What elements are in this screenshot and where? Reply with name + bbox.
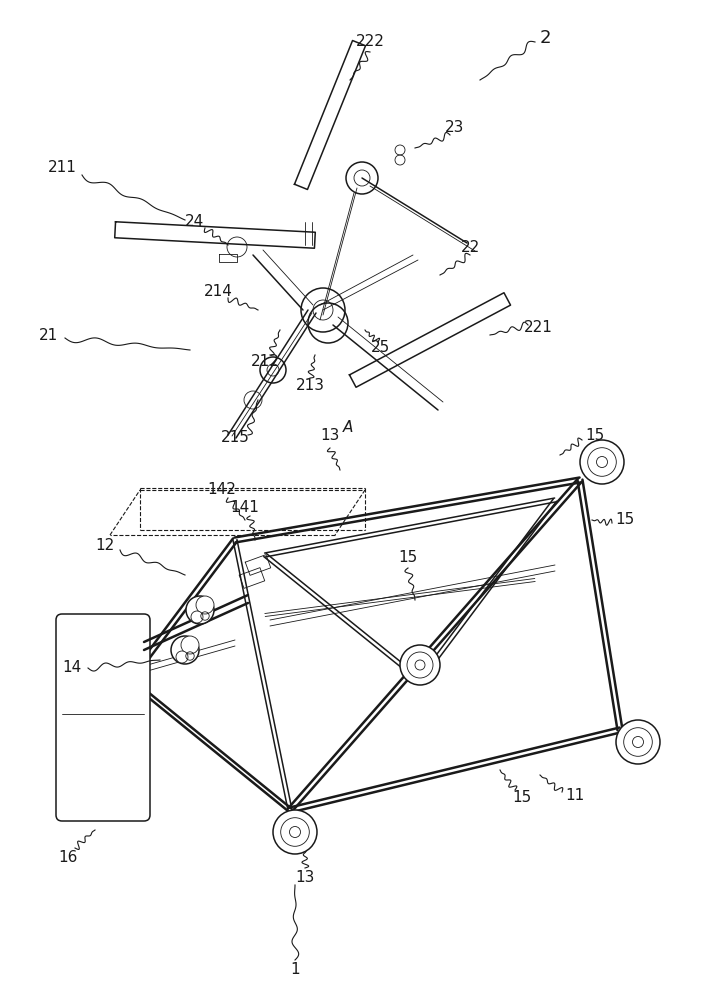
Text: 213: 213 bbox=[296, 377, 324, 392]
Text: 23: 23 bbox=[445, 120, 465, 135]
FancyBboxPatch shape bbox=[56, 614, 150, 821]
Circle shape bbox=[171, 636, 199, 664]
Text: 214: 214 bbox=[203, 284, 232, 300]
Circle shape bbox=[273, 810, 317, 854]
Text: 12: 12 bbox=[95, 538, 114, 552]
Circle shape bbox=[186, 596, 214, 624]
Text: 15: 15 bbox=[398, 550, 417, 566]
Text: 221: 221 bbox=[523, 320, 552, 336]
Circle shape bbox=[400, 645, 440, 685]
Text: 142: 142 bbox=[208, 483, 237, 497]
Text: 212: 212 bbox=[250, 355, 279, 369]
Text: 15: 15 bbox=[585, 428, 604, 442]
Text: 16: 16 bbox=[58, 850, 77, 865]
Circle shape bbox=[196, 596, 214, 614]
Text: 1: 1 bbox=[290, 962, 300, 978]
Text: 222: 222 bbox=[356, 34, 385, 49]
Circle shape bbox=[415, 660, 425, 670]
Circle shape bbox=[616, 720, 660, 764]
Text: 24: 24 bbox=[186, 215, 205, 230]
Text: 215: 215 bbox=[220, 430, 250, 446]
Text: 141: 141 bbox=[230, 500, 260, 516]
Text: 2: 2 bbox=[539, 29, 551, 47]
Circle shape bbox=[289, 826, 301, 838]
Text: A: A bbox=[343, 420, 353, 436]
Text: 13: 13 bbox=[321, 428, 340, 442]
Text: 15: 15 bbox=[616, 512, 635, 528]
Text: 21: 21 bbox=[38, 328, 58, 342]
Circle shape bbox=[633, 736, 643, 748]
Circle shape bbox=[181, 636, 199, 654]
Text: 11: 11 bbox=[565, 788, 584, 802]
Circle shape bbox=[176, 651, 188, 663]
Text: 14: 14 bbox=[63, 660, 82, 676]
Text: 22: 22 bbox=[461, 240, 480, 255]
Text: 13: 13 bbox=[295, 870, 315, 886]
Circle shape bbox=[580, 440, 624, 484]
Text: 211: 211 bbox=[48, 160, 77, 176]
Circle shape bbox=[191, 611, 203, 623]
Text: 15: 15 bbox=[513, 790, 532, 806]
Text: 25: 25 bbox=[370, 340, 390, 356]
Circle shape bbox=[597, 456, 607, 468]
